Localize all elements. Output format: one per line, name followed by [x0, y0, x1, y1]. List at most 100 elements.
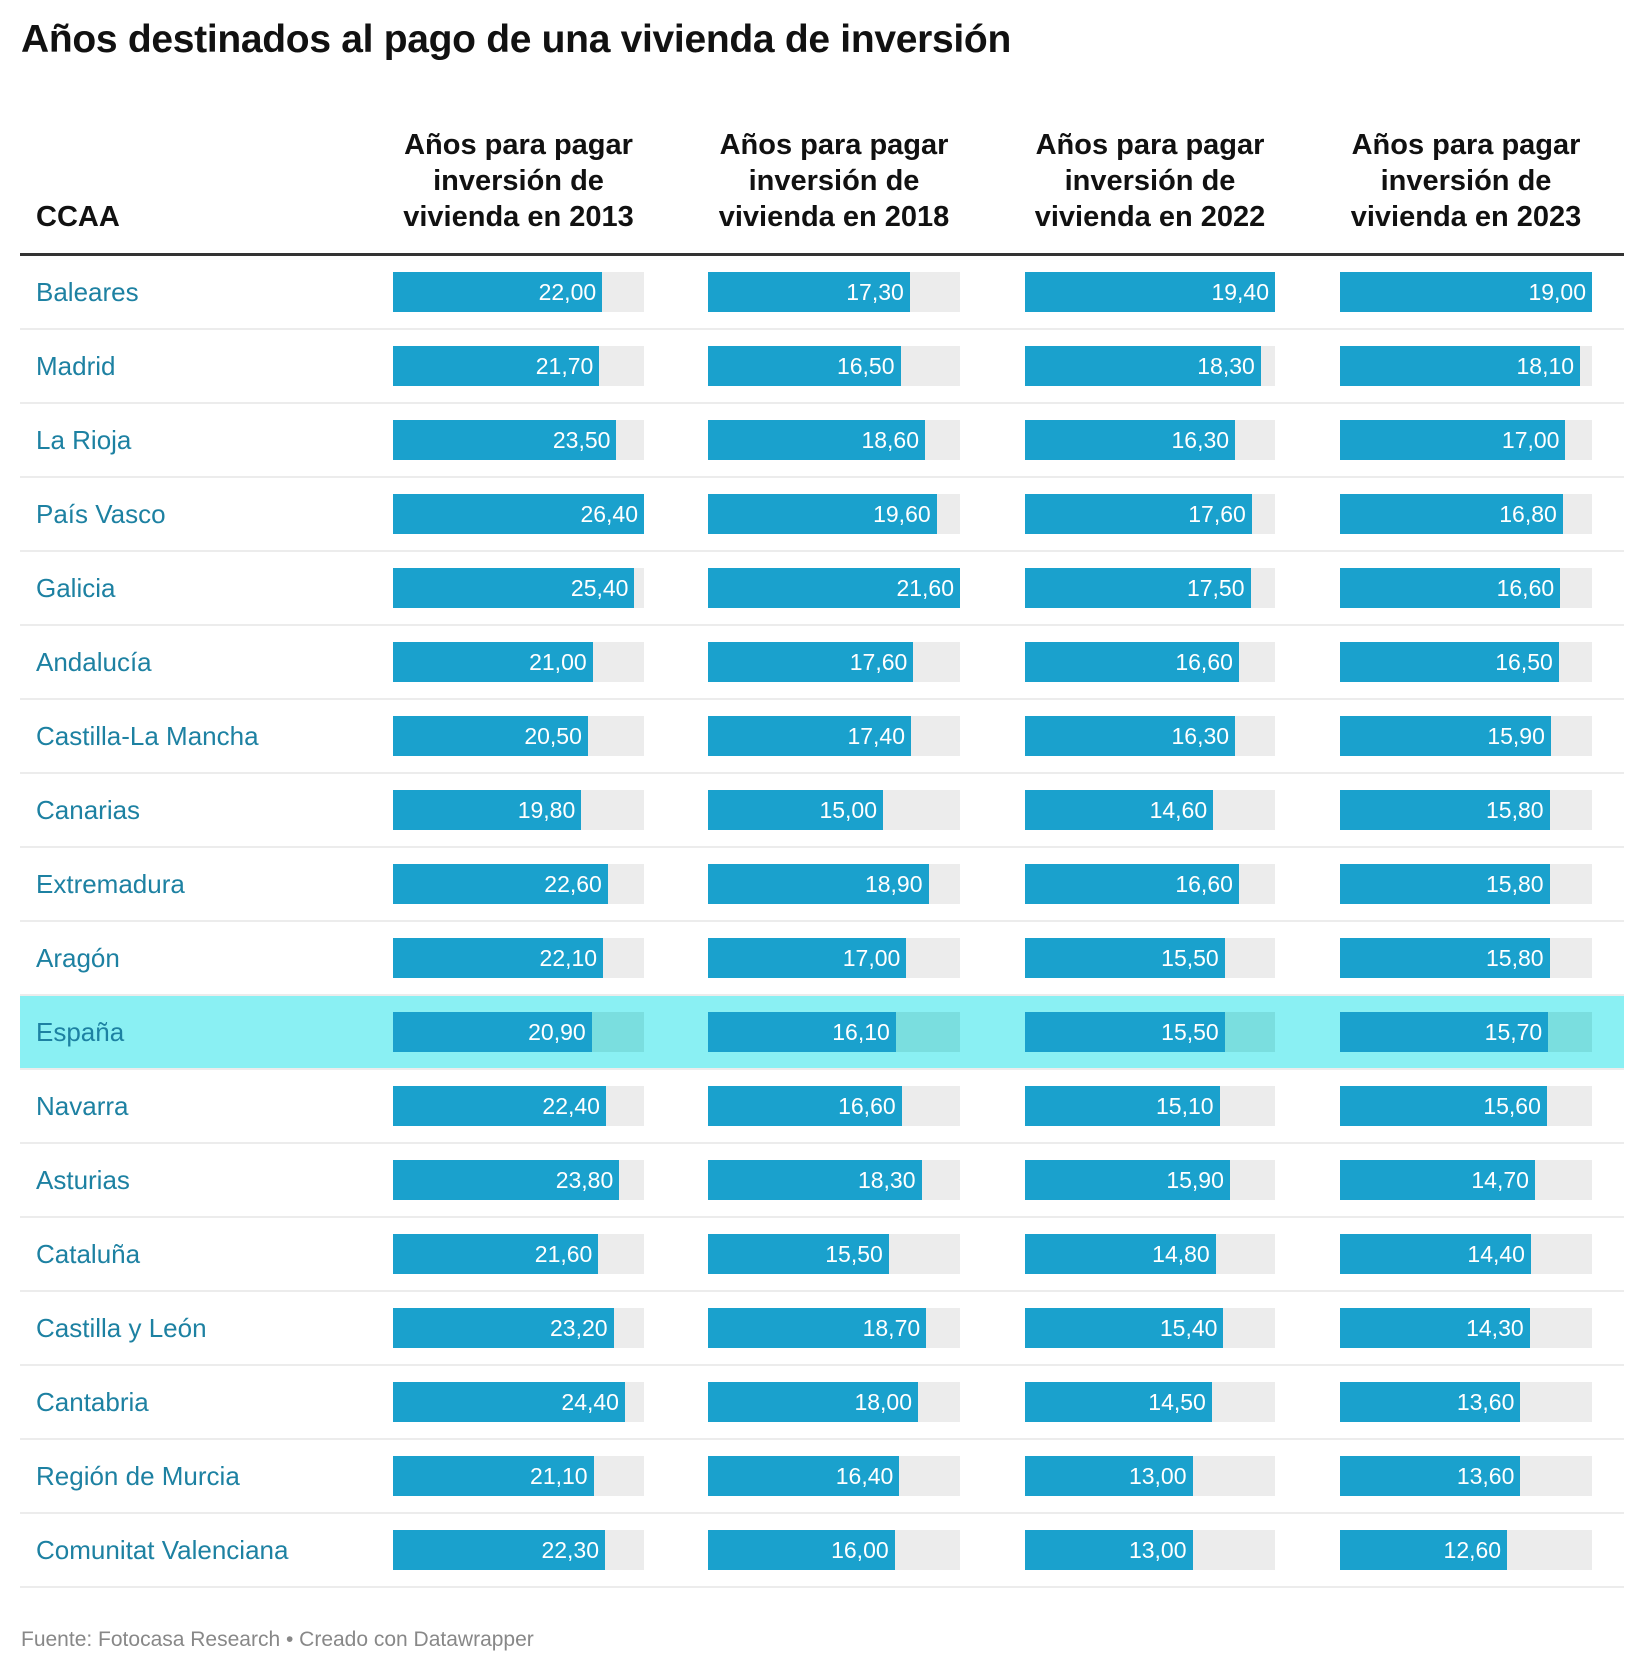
bar-track: 18,00: [708, 1382, 960, 1422]
bar: [393, 568, 635, 608]
bar: [1340, 346, 1581, 386]
row-label: Andalucía: [36, 647, 152, 677]
bar-track: 16,50: [1340, 642, 1592, 682]
bar-track: 15,90: [1340, 716, 1592, 756]
column-header-2[interactable]: Años para pagar inversión de vivienda en…: [718, 129, 950, 233]
bar-value-label: 26,40: [580, 501, 638, 527]
bar: [393, 716, 588, 756]
bar-track: 24,40: [393, 1382, 644, 1422]
bar-track: 22,10: [393, 938, 644, 978]
bar: [708, 346, 901, 386]
bar-value-label: 17,00: [1501, 427, 1560, 453]
bar-track: 23,20: [393, 1308, 644, 1348]
bar: [393, 864, 608, 904]
bar-track: 17,30: [708, 272, 960, 312]
bar-value-label: 14,30: [1466, 1315, 1524, 1341]
bar-value-label: 15,10: [1156, 1093, 1214, 1119]
bar: [1340, 716, 1551, 756]
bar-value-label: 19,80: [517, 797, 576, 823]
row-label: Castilla y León: [36, 1313, 207, 1343]
bar-value-label: 22,40: [542, 1093, 600, 1119]
bar: [393, 272, 603, 312]
bar-value-label: 20,50: [524, 723, 582, 749]
bar-value-label: 21,70: [535, 353, 594, 379]
bar-track: 25,40: [393, 568, 644, 608]
table-row: Navarra 22,40 16,60 15,10 15,60: [20, 1070, 1624, 1144]
bar: [393, 1160, 620, 1200]
bar-value-label: 23,50: [552, 427, 611, 453]
bar-value-label: 16,30: [1171, 427, 1230, 453]
bar-value-label: 15,80: [1485, 945, 1544, 971]
bar-track: 14,40: [1340, 1234, 1592, 1274]
bar-track: 17,50: [1025, 568, 1275, 608]
column-header-3[interactable]: Años para pagar inversión de vivienda en…: [1034, 129, 1266, 233]
bar-track: 15,80: [1340, 938, 1592, 978]
bar: [1340, 1456, 1521, 1496]
bar-value-label: 16,10: [832, 1019, 890, 1045]
bar-track: 26,40: [393, 494, 644, 534]
bar-track: 17,40: [708, 716, 960, 756]
bar-value-label: 16,30: [1171, 723, 1230, 749]
bar: [393, 420, 617, 460]
bar-value-label: 18,00: [854, 1389, 912, 1415]
bar-value-label: 16,60: [1175, 649, 1233, 675]
column-header-4[interactable]: Años para pagar inversión de vivienda en…: [1350, 129, 1582, 233]
bar-track: 14,60: [1025, 790, 1275, 830]
bar: [393, 642, 593, 682]
bar-track: 18,60: [708, 420, 960, 460]
bar: [1025, 1012, 1225, 1052]
bar-value-label: 15,40: [1159, 1315, 1218, 1341]
column-header-1[interactable]: Años para pagar inversión de vivienda en…: [403, 129, 634, 233]
bar-value-label: 22,10: [539, 945, 598, 971]
bar-value-label: 16,60: [838, 1093, 896, 1119]
bar: [1340, 1160, 1535, 1200]
bar: [708, 790, 883, 830]
row-label: Comunitat Valenciana: [36, 1535, 289, 1565]
bar-value-label: 22,60: [544, 871, 602, 897]
bar-track: 16,30: [1025, 420, 1275, 460]
bar-track: 20,90: [393, 1012, 644, 1052]
table-row: Cataluña 21,60 15,50 14,80 14,40: [20, 1218, 1624, 1292]
row-label: España: [36, 1017, 125, 1047]
bar-track: 13,00: [1025, 1456, 1275, 1496]
bar: [1025, 1086, 1220, 1126]
bar-value-label: 16,60: [1496, 575, 1555, 601]
bar-value-label: 21,10: [530, 1463, 588, 1489]
bar-track: 16,00: [708, 1530, 960, 1570]
bar-track: 14,30: [1340, 1308, 1592, 1348]
bar-value-label: 19,40: [1211, 279, 1269, 305]
bar-track: 16,80: [1340, 494, 1592, 534]
bar-track: 21,60: [708, 568, 960, 608]
bar-value-label: 14,60: [1149, 797, 1208, 823]
bar-value-label: 18,10: [1516, 353, 1575, 379]
bar-value-label: 21,60: [896, 575, 954, 601]
column-header-ccaa[interactable]: CCAA: [36, 201, 120, 233]
row-label: Región de Murcia: [36, 1461, 240, 1491]
bar: [708, 938, 907, 978]
table-row: Castilla y León 23,20 18,70 15,40 14,30: [20, 1292, 1624, 1366]
bar: [1340, 790, 1550, 830]
bar-track: 17,00: [1340, 420, 1592, 460]
bar-track: 15,60: [1340, 1086, 1592, 1126]
bar-track: 15,80: [1340, 864, 1592, 904]
table-row: Canarias 19,80 15,00 14,60 15,80: [20, 774, 1624, 848]
bar-track: 19,60: [708, 494, 960, 534]
table-row: España 20,90 16,10 15,50 15,70: [20, 996, 1624, 1070]
bar: [708, 642, 914, 682]
bar-value-label: 16,80: [1499, 501, 1557, 527]
bar-value-label: 21,60: [534, 1241, 593, 1267]
bar: [393, 1012, 592, 1052]
bar: [1340, 1530, 1508, 1570]
bar: [1340, 1382, 1521, 1422]
bar-track: 15,50: [1025, 938, 1275, 978]
row-label: Castilla-La Mancha: [36, 721, 259, 751]
bar-track: 16,10: [708, 1012, 960, 1052]
bar-value-label: 24,40: [561, 1389, 619, 1415]
bar-value-label: 17,30: [846, 279, 904, 305]
bar: [1025, 864, 1239, 904]
bar: [1340, 568, 1561, 608]
source-footer: Fuente: Fotocasa Research • Creado con D…: [21, 1628, 534, 1651]
bar: [1340, 494, 1563, 534]
bar-track: 15,80: [1340, 790, 1592, 830]
bar-value-label: 16,50: [836, 353, 895, 379]
